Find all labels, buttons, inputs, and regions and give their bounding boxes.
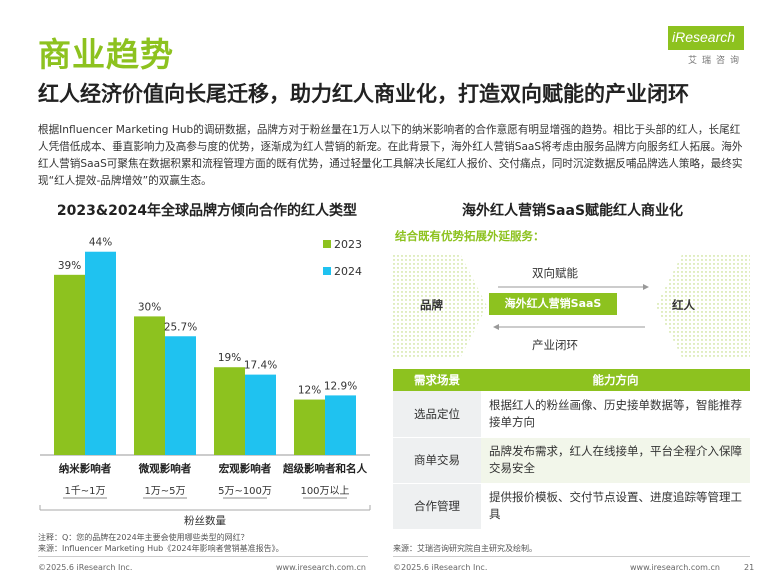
category-label: 宏观影响者	[219, 462, 272, 475]
arrow-top-head	[643, 284, 649, 290]
flow-bottom-label: 产业闭环	[532, 338, 578, 352]
data-label: 39%	[58, 260, 81, 272]
bar-2024-2	[245, 374, 276, 455]
table-cell-scenario: 商单交易	[393, 437, 481, 484]
influencer-shape	[656, 255, 750, 357]
bar-2023-1	[134, 316, 165, 455]
chart-notes: 注释：Q：您的品牌在2024年主要会使用哪些类型的网红？ 来源：Influenc…	[38, 532, 284, 554]
bar-2024-3	[325, 395, 356, 455]
table-cell-scenario: 选品定位	[393, 391, 481, 438]
logo-text: iResearch	[668, 26, 744, 50]
logo-i: i	[672, 29, 676, 45]
data-label: 12%	[298, 385, 321, 397]
data-label: 17.4%	[244, 360, 277, 372]
table-cell-scenario: 合作管理	[393, 483, 481, 530]
table-header-capability: 能力方向	[481, 369, 750, 391]
x-axis-label: 粉丝数量	[184, 514, 226, 527]
footer-copyright-right: ©2025.6 iResearch Inc.	[393, 563, 488, 572]
footer-url-right: www.iresearch.com.cn	[630, 563, 720, 572]
chart-title: 2023&2024年全球品牌方倾向合作的红人类型	[56, 203, 358, 219]
category-range: 5万~100万	[218, 486, 272, 497]
page-number: 21	[744, 563, 755, 572]
category-label: 微观影响者	[138, 462, 192, 475]
capability-table: 需求场景 能力方向 选品定位 根据红人的粉丝画像、历史接单数据等，智能推荐接单方…	[393, 369, 750, 530]
flow-diagram	[393, 255, 750, 357]
legend-label: 2023	[334, 238, 362, 251]
footer-divider-left	[38, 556, 368, 557]
bar-2023-3	[294, 399, 325, 455]
logo-research: Research	[675, 29, 736, 45]
category-label: 纳米影响者	[59, 462, 112, 475]
arrow-bottom-head	[493, 324, 499, 330]
data-label: 30%	[138, 301, 161, 313]
highlight-label: 结合既有优势拓展外延服务：	[395, 229, 545, 243]
category-range: 1万~5万	[144, 486, 185, 497]
right-panel-title: 海外红人营销SaaS赋能红人商业化	[461, 203, 684, 219]
legend-label: 2024	[334, 265, 362, 278]
table-header-row: 需求场景 能力方向	[393, 369, 750, 391]
footer-divider-right	[393, 556, 750, 557]
table-cell-capability: 根据红人的粉丝画像、历史接单数据等，智能推荐接单方向	[481, 391, 750, 438]
data-label: 44%	[89, 237, 112, 249]
bar-2023-0	[54, 274, 85, 455]
brand-shape	[393, 255, 487, 357]
bar-chart: 39% 30% 19% 12% 44% 25.7% 17.4% 12.9% 纳米影响者 1千~1万…	[39, 237, 371, 527]
data-label: 25.7%	[164, 321, 197, 333]
source-line: 来源：Influencer Marketing Hub《2024年影响者营销基准…	[38, 544, 284, 553]
footer-url-left: www.iresearch.com.cn	[276, 563, 366, 572]
bar-2024-0	[85, 251, 116, 455]
category-range: 100万以上	[300, 485, 349, 497]
page-subtitle: 红人经济价值向长尾迁移，助力红人商业化，打造双向赋能的产业闭环	[38, 82, 689, 106]
table-header-scenario: 需求场景	[393, 369, 481, 391]
flow-top-label: 双向赋能	[532, 266, 578, 280]
table-row: 合作管理 提供报价模板、交付节点设置、进度追踪等管理工具	[393, 483, 750, 530]
page-title: 商业趋势	[38, 35, 174, 74]
category-range: 1千~1万	[64, 485, 105, 497]
footer-copyright-left: ©2025.6 iResearch Inc.	[38, 563, 133, 572]
legend-swatch-2023	[323, 240, 331, 248]
bar-2023-2	[214, 367, 245, 455]
note-line: 注释：Q：您的品牌在2024年主要会使用哪些类型的网红？	[38, 533, 249, 542]
flow-influencer-label: 红人	[672, 298, 695, 312]
flow-center-box: 海外红人营销SaaS	[489, 293, 617, 315]
flow-brand-label: 品牌	[420, 298, 443, 312]
data-label: 12.9%	[324, 380, 357, 392]
iresearch-logo: iResearch 艾瑞咨询	[658, 22, 748, 66]
data-label: 19%	[218, 352, 241, 364]
right-source: 来源：艾瑞咨询研究院自主研究及绘制。	[393, 544, 537, 553]
category-label: 超级影响者和名人	[282, 462, 367, 475]
logo-subtitle: 艾瑞咨询	[688, 56, 745, 66]
table-cell-capability: 提供报价模板、交付节点设置、进度追踪等管理工具	[481, 483, 750, 530]
bar-2024-1	[165, 336, 196, 455]
table-row: 选品定位 根据红人的粉丝画像、历史接单数据等，智能推荐接单方向	[393, 391, 750, 438]
intro-paragraph: 根据Influencer Marketing Hub的调研数据，品牌方对于粉丝量…	[38, 124, 743, 187]
table-cell-capability: 品牌发布需求，红人在线接单，平台全程介入保障交易安全	[481, 437, 750, 484]
legend-swatch-2024	[323, 267, 331, 275]
table-row: 商单交易 品牌发布需求，红人在线接单，平台全程介入保障交易安全	[393, 437, 750, 484]
